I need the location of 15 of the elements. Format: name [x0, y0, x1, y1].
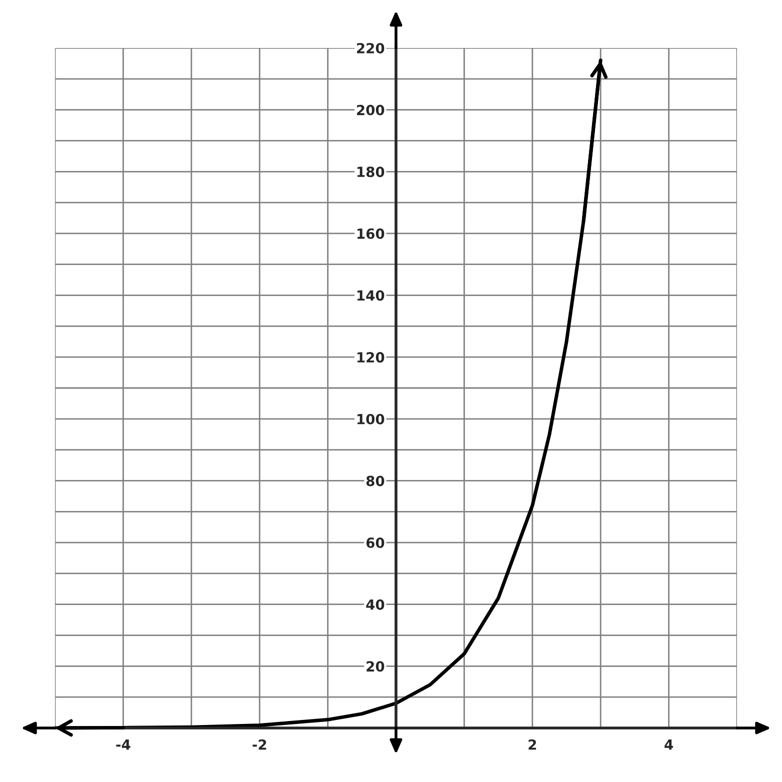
y-tick-label: 20 [366, 661, 384, 672]
y-tick-label: 140 [357, 290, 384, 301]
y-tick-label: 60 [366, 538, 384, 548]
x-tick-label: 2 [528, 739, 536, 750]
y-tick-label: 220 [356, 42, 384, 54]
y-tick-label: 80 [366, 476, 384, 486]
y-tick-label: 40 [366, 599, 384, 610]
y-tick-label: 120 [357, 352, 384, 363]
x-tick-label: 4 [664, 740, 673, 750]
y-tick-label: 200 [356, 104, 384, 116]
y-tick-label: 100 [357, 414, 384, 424]
x-tick-label: -4 [116, 740, 130, 750]
y-tick-label: 180 [357, 166, 384, 178]
y-tick-label: 160 [357, 228, 384, 239]
x-tick-label: -2 [252, 739, 266, 750]
